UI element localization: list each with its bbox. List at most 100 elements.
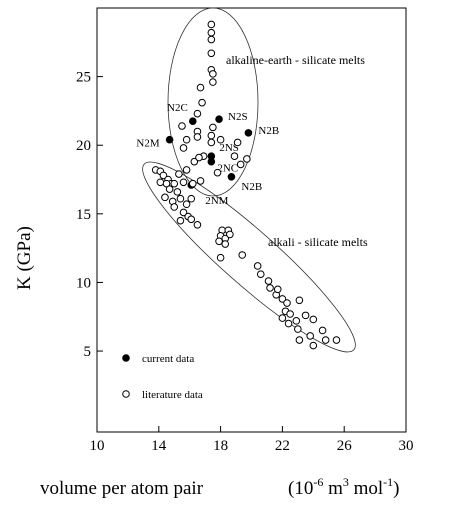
unit-part: 3 — [343, 475, 349, 489]
point — [216, 253, 225, 262]
point-label: 2NC — [217, 163, 238, 175]
x-tick-label: 10 — [90, 438, 105, 454]
point — [209, 78, 217, 86]
point — [179, 144, 188, 152]
group-ellipse — [167, 7, 259, 197]
point — [273, 285, 282, 294]
point — [238, 251, 247, 259]
point — [156, 178, 165, 187]
point — [198, 98, 206, 107]
point — [207, 28, 216, 37]
point — [207, 138, 216, 147]
unit-part: -1 — [383, 475, 393, 489]
point — [286, 310, 294, 318]
point — [216, 135, 225, 144]
point — [213, 168, 222, 177]
point — [244, 129, 253, 137]
point — [193, 221, 202, 229]
point — [292, 317, 301, 325]
point — [233, 138, 242, 147]
unit-part: mol — [349, 478, 383, 499]
point — [309, 315, 318, 324]
point — [196, 177, 205, 185]
point — [188, 179, 197, 188]
point-label: N2B — [258, 125, 279, 137]
point — [295, 336, 304, 344]
y-tick-label: 20 — [76, 138, 91, 154]
y-axis-label: K (GPa) — [14, 226, 35, 290]
point — [182, 135, 191, 144]
point — [256, 270, 265, 279]
unit-part: ) — [393, 478, 399, 499]
point — [215, 237, 223, 246]
x-tick-label: 30 — [399, 438, 414, 454]
y-tick-label: 15 — [76, 207, 91, 223]
x-tick-label: 26 — [337, 438, 353, 454]
point — [178, 122, 186, 130]
group-ellipse — [142, 161, 356, 353]
point-label: N2C — [167, 102, 188, 114]
unit-part: (10 — [288, 478, 313, 499]
point — [207, 157, 216, 166]
point — [209, 123, 217, 132]
legend-label: literature data — [142, 389, 203, 401]
point — [278, 295, 287, 303]
point — [284, 319, 293, 328]
point — [236, 160, 245, 169]
point — [266, 284, 274, 292]
point — [278, 314, 287, 322]
point — [306, 332, 315, 340]
point — [182, 200, 191, 209]
point-label: N2B — [241, 181, 262, 193]
point — [190, 157, 199, 166]
point — [301, 311, 310, 320]
unit-part: -6 — [313, 475, 323, 489]
point — [187, 194, 196, 203]
point — [227, 172, 236, 181]
annotation: alkali - silicate melts — [268, 235, 368, 249]
point — [165, 185, 174, 193]
point — [170, 179, 179, 188]
point-label: N2S — [228, 111, 248, 123]
point — [207, 49, 216, 58]
point — [243, 155, 251, 163]
y-tick-label: 25 — [76, 70, 91, 86]
point — [188, 117, 197, 126]
point — [173, 188, 182, 196]
point — [215, 115, 223, 123]
y-tick-label: 5 — [84, 344, 92, 360]
point-label: 2NM — [205, 195, 228, 207]
x-tick-label: 14 — [151, 438, 167, 454]
point — [264, 277, 273, 285]
x-axis-label: volume per atom pair — [40, 478, 204, 499]
point — [207, 35, 216, 44]
point-label: N2M — [136, 138, 159, 150]
point — [318, 326, 327, 335]
point — [193, 133, 202, 141]
y-tick-label: 10 — [76, 275, 91, 291]
point — [159, 171, 168, 180]
x-tick-label: 18 — [213, 438, 228, 454]
annotation: alkaline-earth - silicate melts — [226, 53, 365, 67]
unit-part: m — [323, 478, 343, 499]
point-label: 2NS — [219, 142, 239, 154]
point — [294, 325, 302, 333]
legend-label: current data — [142, 353, 194, 365]
point — [179, 208, 188, 217]
point — [196, 83, 205, 92]
point — [175, 170, 183, 178]
x-tick-label: 22 — [275, 438, 290, 454]
point — [209, 70, 217, 78]
plot-frame — [96, 7, 407, 433]
point — [283, 299, 291, 307]
x-axis-unit: (10-6 m3 mol-1) — [288, 475, 400, 499]
point — [221, 240, 230, 248]
point — [179, 178, 188, 187]
legend-marker — [122, 390, 130, 398]
point — [230, 152, 239, 160]
point — [309, 341, 318, 350]
point — [165, 135, 174, 144]
point — [193, 109, 202, 118]
point — [253, 262, 262, 270]
point — [176, 194, 185, 203]
